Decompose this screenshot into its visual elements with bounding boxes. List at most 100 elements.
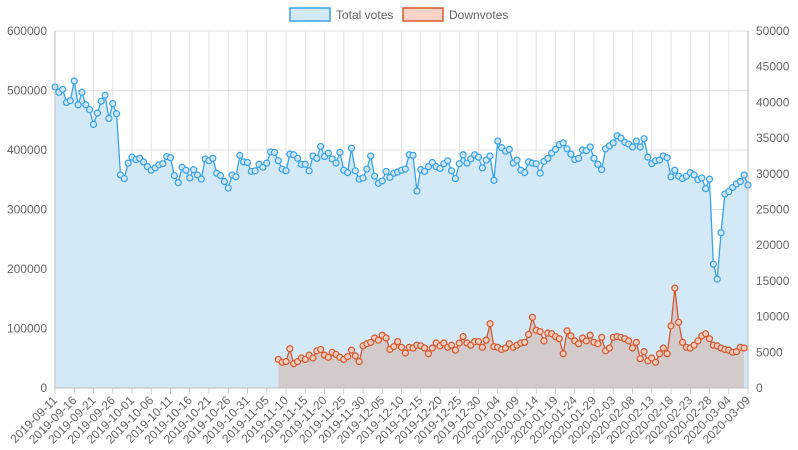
data-point-downvotes[interactable] — [451, 346, 459, 354]
data-point-total-votes[interactable] — [74, 101, 82, 109]
data-point-total-votes[interactable] — [451, 174, 459, 183]
data-point-downvotes[interactable] — [582, 337, 590, 345]
data-point-downvotes[interactable] — [694, 337, 702, 345]
data-point-downvotes[interactable] — [301, 355, 309, 364]
data-point-downvotes[interactable] — [663, 350, 671, 358]
data-point-total-votes[interactable] — [344, 169, 352, 177]
data-point-total-votes[interactable] — [444, 157, 452, 165]
data-point-total-votes[interactable] — [636, 143, 644, 151]
data-point-total-votes[interactable] — [220, 177, 228, 186]
data-point-total-votes[interactable] — [459, 151, 467, 159]
data-point-downvotes[interactable] — [309, 354, 317, 362]
data-point-downvotes[interactable] — [586, 331, 594, 339]
data-point-total-votes[interactable] — [740, 171, 748, 179]
data-point-downvotes[interactable] — [324, 353, 332, 361]
data-point-downvotes[interactable] — [286, 345, 294, 353]
data-point-downvotes[interactable] — [594, 340, 602, 348]
data-point-total-votes[interactable] — [455, 160, 463, 168]
data-point-total-votes[interactable] — [101, 91, 109, 99]
data-point-total-votes[interactable] — [532, 160, 540, 168]
data-point-total-votes[interactable] — [705, 175, 714, 183]
data-point-downvotes[interactable] — [648, 354, 656, 362]
data-point-total-votes[interactable] — [170, 171, 178, 180]
data-point-total-votes[interactable] — [274, 157, 282, 165]
data-point-total-votes[interactable] — [186, 174, 194, 182]
data-point-total-votes[interactable] — [640, 135, 648, 143]
data-point-downvotes[interactable] — [528, 313, 537, 321]
data-point-total-votes[interactable] — [336, 148, 344, 156]
data-point-total-votes[interactable] — [382, 167, 390, 176]
data-point-total-votes[interactable] — [232, 173, 240, 181]
data-point-downvotes[interactable] — [667, 322, 675, 330]
data-point-total-votes[interactable] — [301, 160, 309, 168]
data-point-downvotes[interactable] — [675, 318, 683, 326]
data-point-total-votes[interactable] — [166, 154, 175, 162]
data-point-total-votes[interactable] — [363, 165, 371, 173]
data-point-total-votes[interactable] — [367, 152, 375, 160]
data-point-total-votes[interactable] — [159, 160, 167, 168]
data-point-total-votes[interactable] — [313, 154, 321, 162]
data-point-total-votes[interactable] — [282, 167, 290, 175]
data-point-downvotes[interactable] — [428, 344, 436, 352]
data-point-downvotes[interactable] — [478, 343, 486, 351]
data-point-total-votes[interactable] — [667, 173, 675, 181]
data-point-downvotes[interactable] — [374, 336, 382, 344]
data-point-total-votes[interactable] — [317, 142, 325, 151]
data-point-downvotes[interactable] — [486, 320, 494, 328]
data-point-total-votes[interactable] — [216, 171, 225, 180]
data-point-total-votes[interactable] — [594, 160, 602, 168]
data-point-downvotes[interactable] — [447, 341, 456, 349]
legend-item-total-votes[interactable]: Total votes — [289, 7, 393, 22]
data-point-downvotes[interactable] — [521, 338, 529, 346]
data-point-downvotes[interactable] — [636, 355, 644, 363]
data-point-total-votes[interactable] — [236, 151, 244, 159]
data-point-total-votes[interactable] — [474, 153, 483, 161]
data-point-total-votes[interactable] — [66, 97, 75, 105]
data-point-total-votes[interactable] — [89, 120, 98, 129]
data-point-downvotes[interactable] — [351, 352, 359, 360]
data-point-downvotes[interactable] — [705, 335, 714, 343]
data-point-total-votes[interactable] — [270, 148, 279, 156]
data-point-downvotes[interactable] — [640, 347, 648, 356]
data-point-total-votes[interactable] — [544, 154, 552, 162]
data-point-total-votes[interactable] — [378, 177, 386, 185]
data-point-total-votes[interactable] — [551, 145, 560, 154]
data-point-total-votes[interactable] — [486, 152, 494, 160]
data-point-total-votes[interactable] — [513, 156, 521, 164]
data-point-downvotes[interactable] — [671, 284, 679, 292]
data-point-total-votes[interactable] — [447, 167, 456, 175]
data-point-downvotes[interactable] — [394, 337, 402, 346]
data-point-total-votes[interactable] — [690, 171, 698, 179]
data-point-downvotes[interactable] — [482, 336, 490, 344]
data-point-total-votes[interactable] — [671, 166, 679, 174]
data-point-total-votes[interactable] — [505, 145, 513, 154]
data-point-total-votes[interactable] — [536, 169, 544, 177]
data-point-total-votes[interactable] — [609, 139, 617, 147]
data-point-downvotes[interactable] — [740, 344, 748, 352]
legend-item-downvotes[interactable]: Downvotes — [402, 7, 508, 22]
data-point-total-votes[interactable] — [478, 164, 486, 172]
data-point-total-votes[interactable] — [86, 105, 94, 114]
data-point-downvotes[interactable] — [344, 352, 352, 361]
data-point-total-votes[interactable] — [563, 145, 571, 153]
data-point-total-votes[interactable] — [359, 174, 367, 182]
data-point-total-votes[interactable] — [413, 187, 421, 195]
data-point-downvotes[interactable] — [655, 350, 664, 358]
data-point-downvotes[interactable] — [367, 338, 375, 346]
data-point-downvotes[interactable] — [559, 350, 567, 358]
data-point-downvotes[interactable] — [678, 338, 687, 346]
data-point-total-votes[interactable] — [702, 185, 710, 193]
data-point-downvotes[interactable] — [401, 349, 409, 357]
data-point-total-votes[interactable] — [293, 154, 302, 162]
data-point-total-votes[interactable] — [574, 154, 583, 162]
data-point-total-votes[interactable] — [736, 177, 744, 186]
data-point-total-votes[interactable] — [97, 97, 105, 105]
data-point-total-votes[interactable] — [709, 260, 717, 268]
data-point-downvotes[interactable] — [424, 350, 433, 358]
data-point-downvotes[interactable] — [382, 334, 390, 342]
data-point-total-votes[interactable] — [717, 229, 725, 237]
data-point-downvotes[interactable] — [651, 358, 660, 366]
data-point-total-votes[interactable] — [305, 167, 313, 175]
data-point-downvotes[interactable] — [347, 346, 356, 354]
data-point-total-votes[interactable] — [494, 137, 502, 145]
